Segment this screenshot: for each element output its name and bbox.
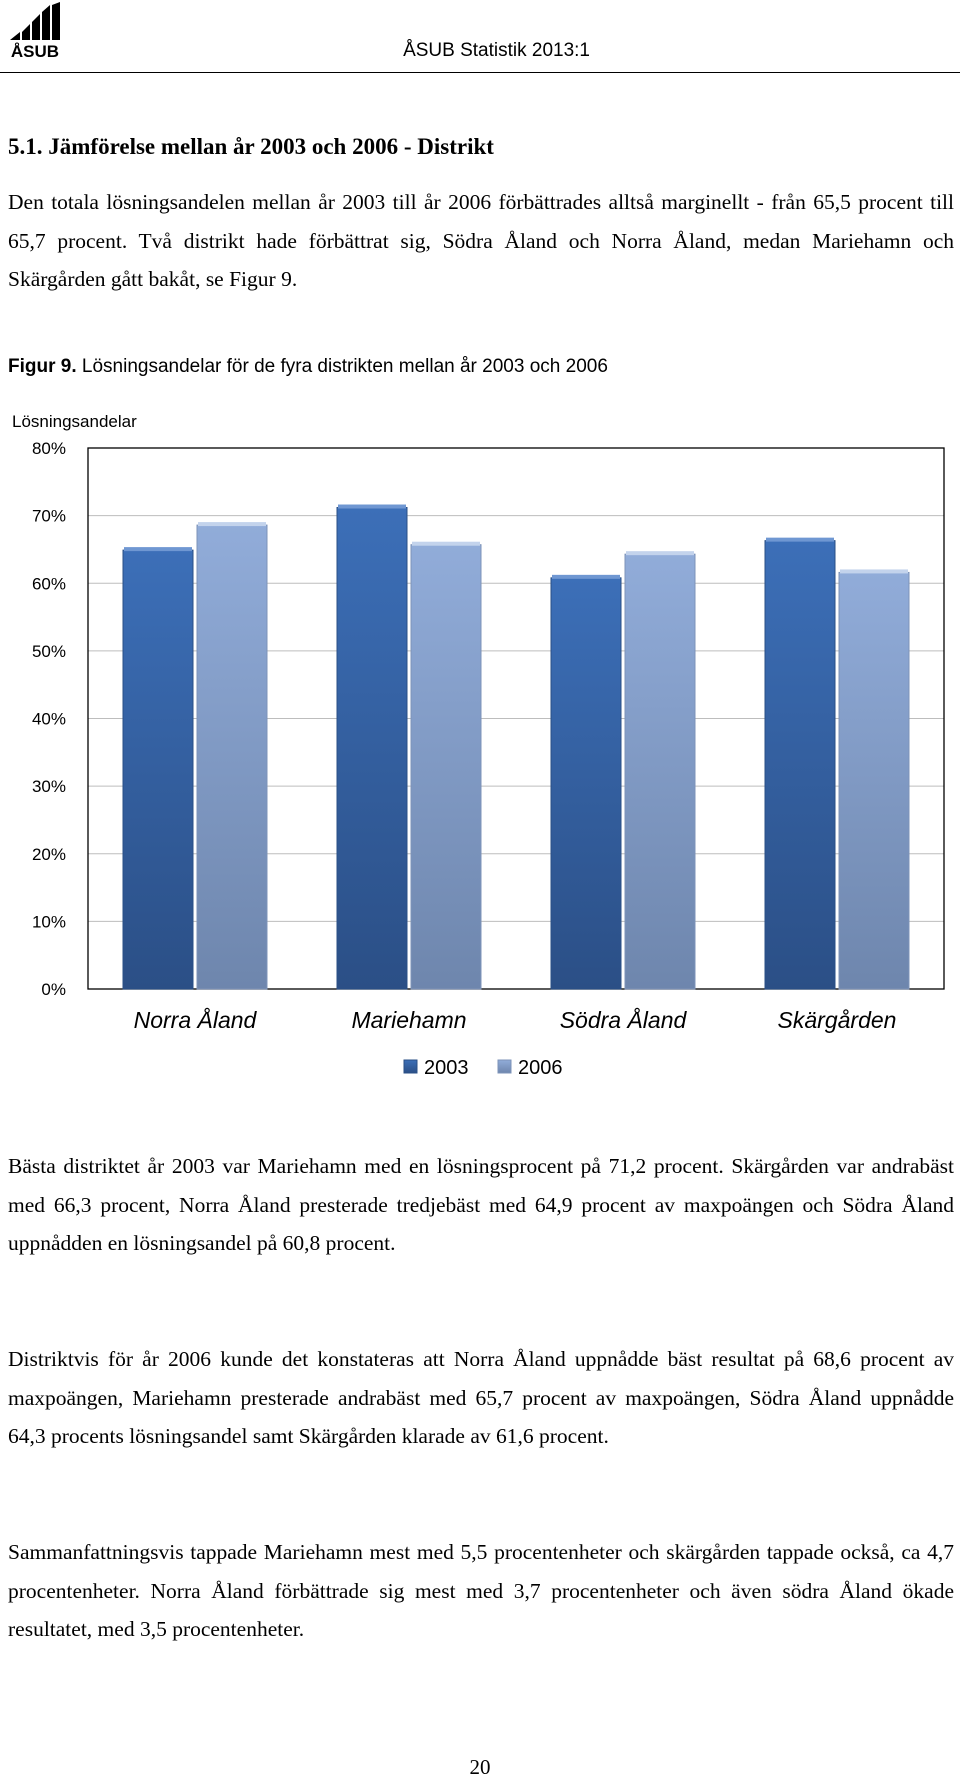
y-tick-label: 20% bbox=[32, 845, 66, 864]
bar-top-highlight bbox=[626, 551, 694, 556]
page-header: ÅSUB ÅSUB Statistik 2013:1 bbox=[0, 0, 960, 73]
bar-top-highlight bbox=[338, 504, 406, 509]
section-title: 5.1. Jämförelse mellan år 2003 och 2006 … bbox=[8, 134, 494, 159]
asub-logo: ÅSUB bbox=[10, 2, 60, 60]
y-tick-label: 80% bbox=[32, 439, 66, 458]
bar-top-highlight bbox=[552, 574, 620, 579]
summary-paragraph: Sammanfattningsvis tappade Mariehamn mes… bbox=[8, 1540, 954, 1641]
logo-text: ÅSUB bbox=[11, 42, 59, 60]
legend-label-2003: 2003 bbox=[424, 1057, 469, 1079]
figure-caption-text: Lösningsandelar för de fyra distrikten m… bbox=[76, 356, 608, 377]
x-category-label: Skärgården bbox=[778, 1007, 897, 1033]
legend-swatch-2006 bbox=[497, 1059, 512, 1074]
y-tick-label: 30% bbox=[32, 777, 66, 796]
bar-2006 bbox=[624, 553, 696, 990]
figure-caption: Figur 9. Lösningsandelar för de fyra dis… bbox=[8, 356, 608, 378]
bar-2006 bbox=[410, 544, 482, 990]
bar-2003 bbox=[336, 507, 408, 990]
bar-top-highlight bbox=[198, 522, 266, 527]
page-number: 20 bbox=[469, 1755, 491, 1779]
bar-top-highlight bbox=[840, 569, 908, 574]
y-tick-label: 50% bbox=[32, 642, 66, 661]
bar-2006 bbox=[196, 524, 268, 990]
y-axis-label: Lösningsandelar bbox=[12, 412, 137, 431]
bar-top-highlight bbox=[766, 537, 834, 542]
intro-paragraph: Den totala lösningsandelen mellan år 200… bbox=[8, 190, 954, 291]
x-category-label: Södra Åland bbox=[560, 1006, 688, 1033]
bar-top-highlight bbox=[412, 541, 480, 546]
x-category-label: Mariehamn bbox=[351, 1007, 466, 1033]
bar-2003 bbox=[122, 549, 194, 990]
legend-swatch-2003 bbox=[403, 1059, 418, 1074]
bar-top-highlight bbox=[124, 547, 192, 552]
y-tick-label: 10% bbox=[32, 912, 66, 931]
districts-2006-paragraph: Distriktvis för år 2006 kunde det konsta… bbox=[8, 1347, 954, 1448]
bar-2006 bbox=[838, 571, 910, 990]
header-title: ÅSUB Statistik 2013:1 bbox=[403, 40, 590, 61]
figure-label: Figur 9. bbox=[8, 356, 77, 377]
y-tick-label: 40% bbox=[32, 710, 66, 729]
best-2003-paragraph: Bästa distriktet år 2003 var Mariehamn m… bbox=[8, 1154, 954, 1255]
x-category-label: Norra Åland bbox=[134, 1006, 258, 1033]
bar-chart: Lösningsandelar 0% 10% 20% 30% 40% 50% 60% 70% 80… bbox=[12, 412, 945, 1079]
header-divider bbox=[0, 72, 960, 73]
bar-2003 bbox=[550, 577, 622, 990]
legend-label-2006: 2006 bbox=[518, 1057, 563, 1079]
y-tick-label: 0% bbox=[41, 980, 66, 999]
plot-frame bbox=[87, 447, 945, 990]
bar-2003 bbox=[764, 540, 836, 990]
y-tick-label: 60% bbox=[32, 574, 66, 593]
y-tick-label: 70% bbox=[32, 507, 66, 526]
